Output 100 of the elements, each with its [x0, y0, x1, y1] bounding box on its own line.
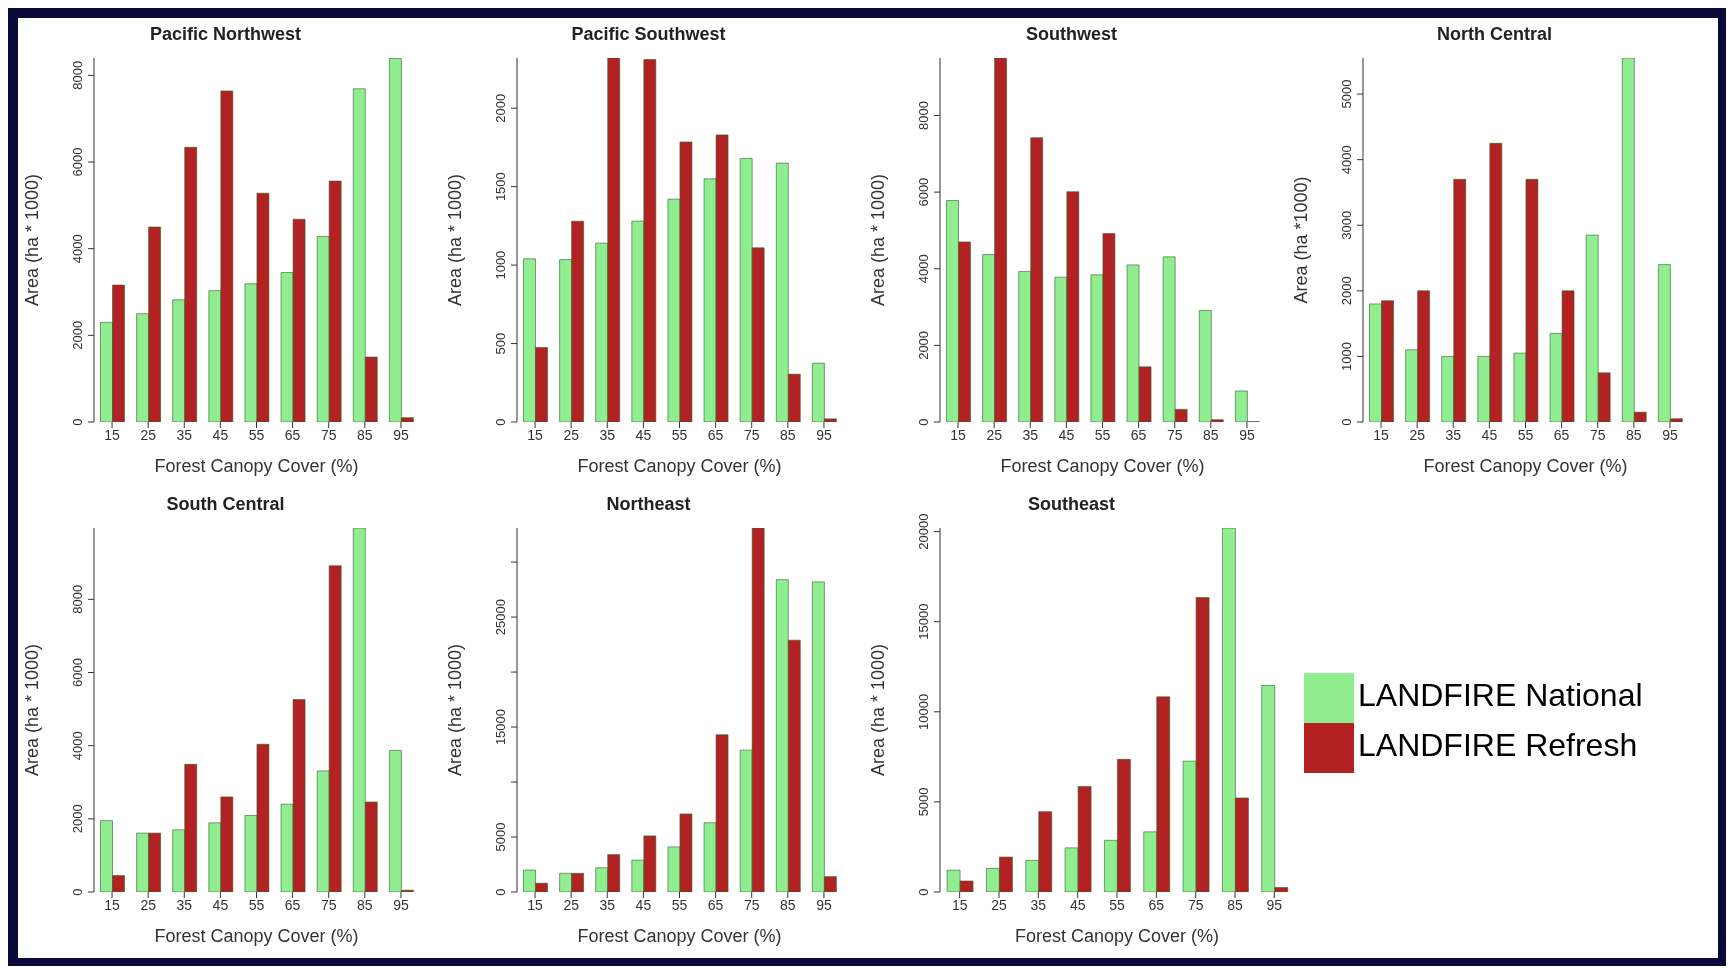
x-tick-label: 35: [599, 896, 616, 913]
x-axis-title: Forest Canopy Cover (%): [1014, 926, 1220, 946]
x-tick-label: 15: [104, 896, 121, 913]
x-axis-title: Forest Canopy Cover (%): [577, 926, 782, 946]
x-tick-label: 75: [1187, 896, 1204, 913]
x-tick-label: 15: [527, 896, 544, 913]
y-tick-label: 2000: [1339, 276, 1354, 306]
chart-title: North Central: [1436, 24, 1553, 45]
y-tick-label: 6000: [70, 147, 85, 177]
y-tick-label: 8000: [70, 60, 85, 90]
y-axis-title: Area (ha * 1000): [445, 643, 466, 777]
x-axis-title: Forest Canopy Cover (%): [1423, 456, 1628, 476]
chart-title: Southeast: [1027, 494, 1116, 515]
x-tick-label: 75: [743, 426, 760, 443]
x-tick-label: 65: [284, 426, 301, 443]
y-tick-label: 0: [70, 888, 85, 896]
x-tick-label: 15: [950, 426, 967, 443]
y-axis-title: Area (ha * 1000): [868, 643, 889, 777]
x-tick-label: 15: [1373, 426, 1390, 443]
x-tick-label: 65: [707, 896, 724, 913]
y-axis-title: Area (ha * 1000): [22, 173, 43, 307]
x-tick-label: 65: [1130, 426, 1147, 443]
y-tick-label: 15000: [916, 603, 931, 640]
legend-label: LANDFIRE National: [1358, 677, 1643, 714]
x-tick-label: 95: [1239, 426, 1255, 443]
x-tick-label: 45: [635, 426, 652, 443]
x-tick-label: 95: [1266, 896, 1283, 913]
x-tick-label: 95: [1662, 426, 1678, 443]
x-tick-label: 25: [991, 896, 1007, 913]
y-tick-label: 6000: [916, 177, 931, 207]
x-tick-label: 55: [671, 896, 688, 913]
x-tick-label: 55: [1517, 426, 1534, 443]
y-tick-label: 1500: [493, 172, 508, 202]
y-tick-label: 4000: [70, 731, 85, 761]
x-tick-label: 25: [140, 426, 157, 443]
y-tick-label: 10000: [916, 693, 931, 730]
y-tick-label: 0: [493, 418, 508, 426]
chart-title: Pacific Northwest: [148, 24, 302, 45]
y-tick-label: 2000: [916, 330, 931, 360]
y-tick-label: 5000: [916, 787, 931, 817]
x-tick-label: 35: [599, 426, 616, 443]
x-tick-label: 65: [1553, 426, 1570, 443]
y-axis-title: Area (ha * 1000): [445, 173, 466, 307]
x-tick-label: 75: [320, 426, 337, 443]
y-axis-title: Area (ha * 1000): [22, 643, 43, 777]
y-tick-label: 1000: [1339, 341, 1354, 371]
y-tick-label: 0: [493, 888, 508, 896]
y-tick-label: 5000: [493, 822, 508, 852]
chart-title: South Central: [165, 494, 286, 515]
y-tick-label: 0: [70, 418, 85, 426]
y-tick-label: 0: [916, 888, 931, 896]
x-tick-label: 25: [563, 896, 580, 913]
x-tick-label: 25: [986, 426, 1003, 443]
x-tick-label: 25: [563, 426, 580, 443]
y-tick-label: 3000: [1339, 210, 1354, 240]
x-tick-label: 15: [527, 426, 544, 443]
y-tick-label: 6000: [70, 658, 85, 687]
x-tick-label: 95: [816, 896, 832, 913]
x-tick-label: 95: [393, 896, 409, 913]
x-tick-label: 85: [1227, 896, 1243, 913]
x-tick-label: 25: [1409, 426, 1426, 443]
x-tick-label: 25: [140, 896, 157, 913]
x-tick-label: 55: [248, 896, 265, 913]
y-tick-label: 25000: [493, 599, 508, 636]
x-tick-label: 85: [780, 426, 796, 443]
x-tick-label: 45: [212, 896, 229, 913]
x-tick-label: 85: [357, 896, 373, 913]
y-tick-label: 0: [916, 418, 931, 426]
x-tick-label: 95: [816, 426, 832, 443]
y-tick-label: 20000: [916, 513, 931, 550]
y-tick-label: 8000: [916, 101, 931, 130]
y-tick-label: 0: [1339, 418, 1354, 426]
x-tick-label: 55: [1094, 426, 1111, 443]
x-tick-label: 85: [1203, 426, 1219, 443]
y-tick-label: 4000: [1339, 145, 1354, 175]
y-tick-label: 4000: [70, 234, 85, 264]
y-tick-label: 5000: [1339, 79, 1354, 109]
y-axis-title: Area (ha *1000): [1291, 176, 1312, 304]
x-axis-title: Forest Canopy Cover (%): [154, 926, 359, 946]
y-tick-label: 8000: [70, 584, 85, 614]
chart-title: Pacific Southwest: [570, 24, 727, 45]
y-tick-label: 500: [493, 332, 508, 355]
y-tick-label: 4000: [916, 254, 931, 284]
x-tick-label: 55: [248, 426, 265, 443]
x-tick-label: 35: [176, 896, 193, 913]
x-tick-label: 65: [707, 426, 724, 443]
legend-label: LANDFIRE Refresh: [1358, 727, 1638, 764]
y-tick-label: 1000: [493, 250, 508, 280]
x-tick-label: 75: [743, 896, 760, 913]
x-tick-label: 75: [1166, 426, 1183, 443]
x-tick-label: 85: [357, 426, 373, 443]
x-tick-label: 85: [1626, 426, 1642, 443]
x-tick-label: 95: [393, 426, 409, 443]
x-tick-label: 15: [951, 896, 968, 913]
y-tick-label: 2000: [70, 320, 85, 350]
x-tick-label: 45: [1069, 896, 1086, 913]
chart-title: Southwest: [1025, 24, 1118, 45]
y-tick-label: 15000: [493, 708, 508, 746]
chart-title: Northeast: [605, 494, 692, 515]
y-tick-label: 2000: [70, 804, 85, 834]
